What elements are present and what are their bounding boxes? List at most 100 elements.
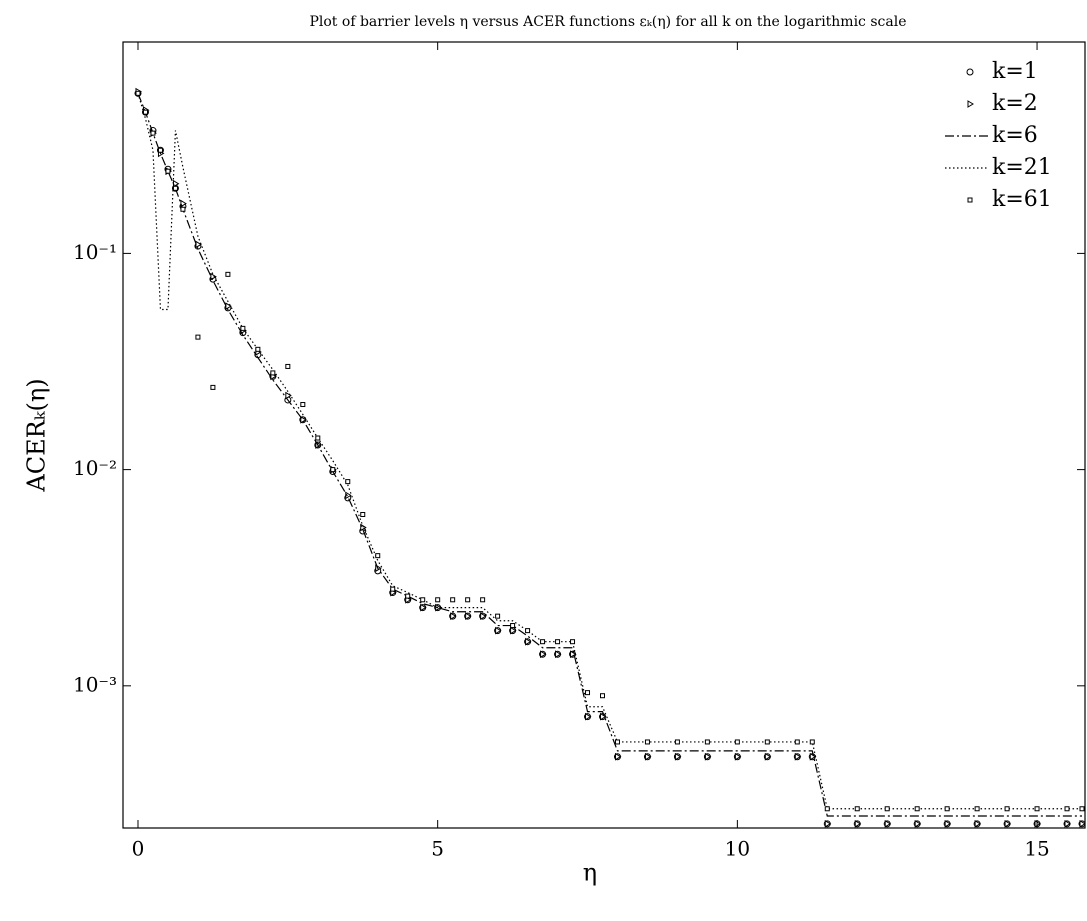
data-point (1004, 819, 1012, 828)
data-point (285, 391, 292, 400)
plot-area (134, 87, 1085, 828)
x-tick-label: 5 (431, 837, 444, 861)
data-point (180, 199, 187, 208)
data-point (600, 693, 606, 699)
data-point (944, 806, 950, 812)
data-point (510, 626, 517, 635)
data-point (525, 637, 532, 646)
data-point (644, 752, 652, 761)
data-point (704, 752, 712, 761)
data-point (1034, 806, 1040, 812)
data-point (225, 271, 231, 277)
data-point (180, 206, 186, 212)
legend-label: k=1 (992, 59, 1038, 84)
data-point (465, 597, 471, 603)
data-point (172, 185, 178, 191)
data-point (240, 325, 246, 331)
x-tick-label: 15 (1024, 837, 1049, 861)
plot-frame (122, 41, 1086, 829)
data-point (225, 302, 232, 311)
data-point (375, 553, 381, 559)
data-point (794, 739, 800, 745)
data-point (330, 467, 336, 473)
data-point (884, 819, 892, 828)
data-point (764, 752, 772, 761)
data-point (734, 739, 740, 745)
data-point (405, 593, 411, 599)
data-point (555, 639, 561, 645)
data-point (135, 90, 141, 96)
data-point (540, 650, 547, 659)
data-point (794, 752, 802, 761)
data-point (270, 370, 276, 376)
legend-label: k=2 (992, 91, 1038, 116)
data-point (465, 612, 472, 621)
data-point (734, 752, 742, 761)
data-point (1079, 819, 1085, 828)
data-point (824, 819, 832, 828)
data-point (644, 739, 650, 745)
series-line (137, 93, 1082, 810)
data-point (1064, 819, 1071, 828)
data-point (944, 819, 952, 828)
data-point (480, 597, 486, 603)
data-point (390, 586, 396, 592)
data-point (1079, 806, 1085, 812)
data-point (480, 612, 487, 621)
data-point (510, 623, 516, 629)
data-point (1034, 819, 1042, 828)
legend-label: k=61 (992, 187, 1052, 212)
y-tick-label: 10⁻³ (73, 672, 117, 696)
data-point (420, 603, 427, 612)
data-point (165, 168, 171, 174)
y-tick-label: 10⁻² (73, 456, 117, 480)
data-point (974, 806, 980, 812)
legend-marker (967, 197, 973, 203)
x-tick-label: 10 (725, 837, 750, 861)
data-point (495, 613, 501, 619)
data-point (809, 739, 815, 745)
data-point (674, 752, 682, 761)
data-point (570, 639, 576, 645)
data-point (300, 402, 306, 408)
data-point (1064, 806, 1070, 812)
data-point (315, 435, 321, 441)
data-point (854, 806, 860, 812)
data-point (884, 806, 890, 812)
data-point (914, 806, 920, 812)
data-point (195, 334, 201, 340)
data-point (555, 650, 562, 659)
data-point (585, 712, 592, 721)
data-point (345, 479, 351, 485)
data-point (764, 739, 770, 745)
data-point (614, 739, 620, 745)
data-point (157, 147, 163, 153)
chart-title: Plot of barrier levels η versus ACER fun… (309, 14, 906, 30)
data-point (525, 628, 531, 634)
y-tick-label: 10⁻¹ (73, 240, 117, 264)
data-point (495, 626, 502, 635)
data-point (585, 690, 591, 696)
legend-marker (967, 100, 974, 108)
data-point (704, 739, 710, 745)
x-axis-label: η (583, 859, 597, 887)
data-point (450, 597, 456, 603)
x-tick-label: 0 (132, 837, 145, 861)
data-point (150, 130, 156, 136)
data-point (974, 819, 982, 828)
data-point (540, 639, 546, 645)
series-line (137, 93, 1082, 817)
data-point (435, 597, 441, 603)
legend-label: k=6 (992, 123, 1038, 148)
data-point (824, 806, 830, 812)
data-point (674, 739, 680, 745)
legend-marker (966, 68, 974, 76)
data-point (420, 597, 426, 603)
data-point (142, 109, 148, 115)
data-point (285, 363, 291, 369)
data-point (570, 650, 577, 659)
data-point (255, 346, 261, 352)
data-point (450, 612, 457, 621)
